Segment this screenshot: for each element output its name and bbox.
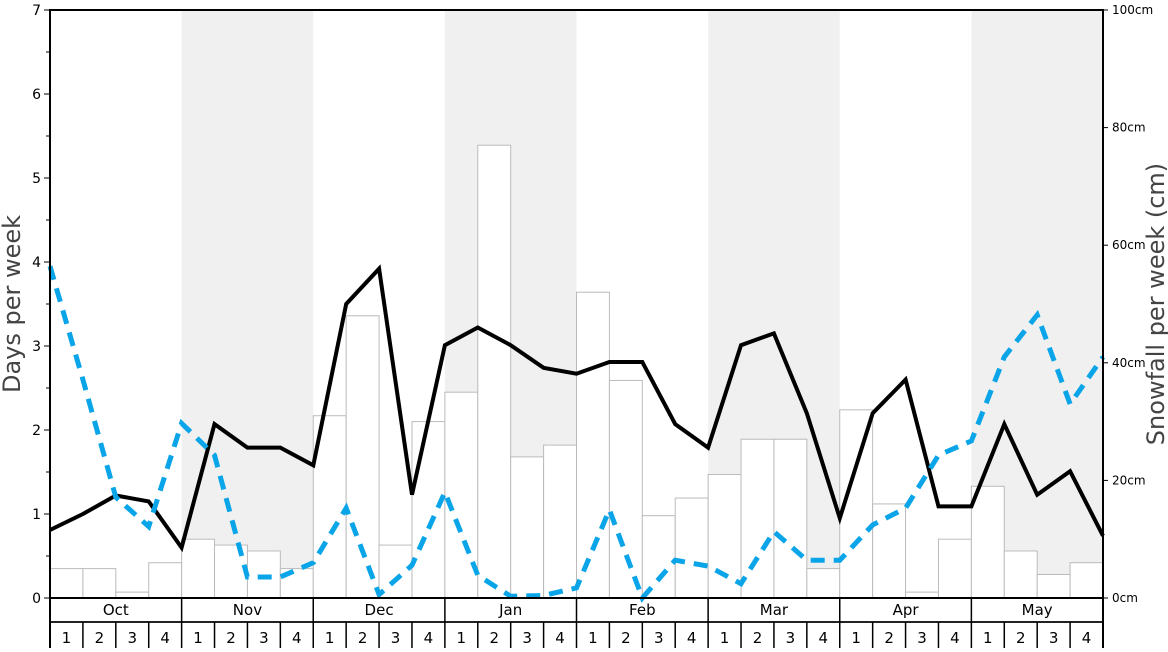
week-label: 2 (753, 629, 763, 647)
week-label: 2 (95, 629, 105, 647)
month-label-apr: Apr (893, 601, 920, 619)
bar (970, 485, 1005, 599)
week-label: 3 (391, 629, 401, 647)
bar (510, 456, 545, 599)
y-tick-label-right: 0cm (1112, 591, 1138, 605)
month-label-jan: Jan (498, 601, 522, 619)
month-label-may: May (1022, 601, 1053, 619)
bar (937, 538, 972, 599)
bar (674, 497, 709, 599)
month-label-oct: Oct (103, 601, 129, 619)
bar (181, 538, 216, 599)
y-axis-label-left: Days per week (0, 215, 26, 393)
week-label: 4 (950, 629, 960, 647)
y-tick-label-right: 80cm (1112, 121, 1146, 135)
y-tick-label-left: 6 (32, 87, 41, 103)
snowfall-bars (49, 144, 1104, 599)
bar (49, 568, 84, 599)
week-label: 2 (226, 629, 236, 647)
y-tick-label-right: 60cm (1112, 238, 1146, 252)
week-label: 4 (424, 629, 434, 647)
y-tick-label-right: 20cm (1112, 473, 1146, 487)
week-label: 3 (127, 629, 137, 647)
week-label: 2 (358, 629, 368, 647)
month-band-nov (181, 10, 314, 598)
axes: 0 1 2 3 4 5 6 7 0cm 20cm 40cm 60cm 80cm 100cm (32, 3, 1153, 607)
bar (608, 379, 643, 599)
week-label: 4 (819, 629, 829, 647)
bar (1069, 562, 1104, 599)
week-label: 3 (786, 629, 796, 647)
bar (872, 503, 907, 599)
week-label: 4 (687, 629, 697, 647)
y-tick-label-left: 5 (32, 171, 41, 187)
y-tick-label-left: 3 (32, 339, 41, 355)
bar (707, 474, 742, 599)
month-label-feb: Feb (629, 601, 656, 619)
series-line-solid (49, 264, 1105, 553)
bar (477, 144, 512, 599)
series-lines (47, 264, 1106, 603)
week-label: 4 (1082, 629, 1092, 647)
week-label: 2 (621, 629, 631, 647)
month-label-nov: Nov (233, 601, 262, 619)
y-tick-label-left: 0 (32, 591, 41, 607)
x-axis: Oct 1 2 3 4 Nov 1 2 3 4 Dec 1 2 3 4 Jan 1 2 3 4 Feb 1 2 3 4 Mar 1 2… (49, 598, 1104, 648)
bar (82, 568, 117, 599)
week-label: 1 (851, 629, 861, 647)
y-tick-label-left: 4 (32, 255, 41, 271)
week-label: 1 (193, 629, 203, 647)
week-label: 3 (259, 629, 269, 647)
week-label: 2 (884, 629, 894, 647)
week-label: 2 (489, 629, 499, 647)
week-label: 1 (325, 629, 335, 647)
week-label: 4 (160, 629, 170, 647)
series-line-dashed (47, 265, 1106, 603)
bar (641, 515, 676, 599)
week-label: 4 (292, 629, 302, 647)
y-tick-label-right: 100cm (1112, 3, 1153, 17)
month-label-mar: Mar (760, 601, 789, 619)
bar (543, 444, 577, 599)
week-label: 1 (62, 629, 72, 647)
week-label: 2 (1016, 629, 1026, 647)
bar (740, 438, 775, 599)
y-tick-label-left: 1 (32, 507, 41, 523)
week-label: 4 (555, 629, 565, 647)
bar (1003, 550, 1038, 599)
y-tick-label-left: 7 (32, 3, 41, 19)
week-label: 3 (522, 629, 532, 647)
y-tick-label-right: 40cm (1112, 356, 1146, 370)
bar (1036, 573, 1071, 599)
week-label: 1 (457, 629, 467, 647)
week-label: 1 (588, 629, 598, 647)
week-label: 1 (720, 629, 730, 647)
bar (246, 550, 281, 599)
bar (576, 291, 610, 599)
bar (378, 544, 413, 599)
y-tick-label-left: 2 (32, 423, 41, 439)
week-label: 3 (654, 629, 664, 647)
bar (773, 438, 808, 599)
week-label: 1 (983, 629, 993, 647)
bar (806, 568, 841, 599)
bar (411, 421, 446, 599)
week-label: 3 (917, 629, 927, 647)
month-label-dec: Dec (365, 601, 394, 619)
y-axis-label-right: Snowfall per week (cm) (1142, 163, 1168, 445)
week-label: 3 (1049, 629, 1059, 647)
bar (148, 562, 183, 599)
